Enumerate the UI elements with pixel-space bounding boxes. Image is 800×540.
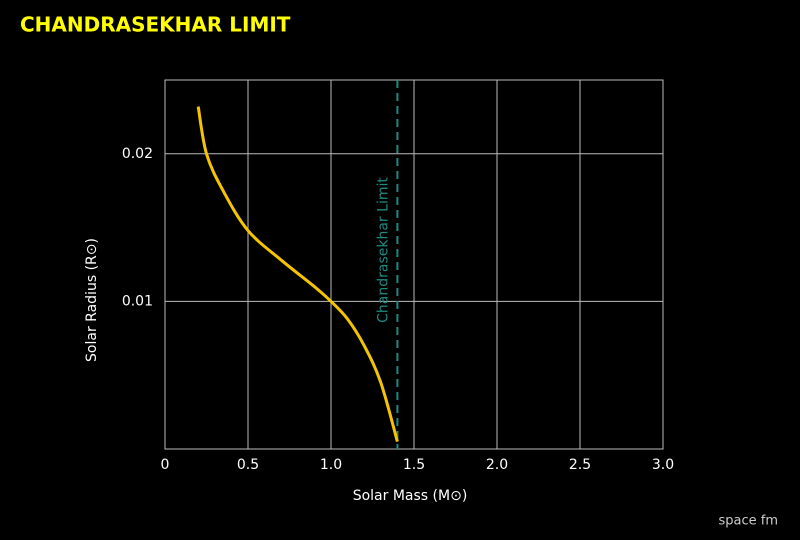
x-axis-label: Solar Mass (M⊙)	[353, 488, 468, 504]
data-line	[196, 106, 399, 443]
x-tick-label: 1.5	[403, 457, 425, 473]
y-axis-label: Solar Radius (R⊙)	[84, 238, 100, 362]
x-tick-label: 2.5	[569, 457, 591, 473]
x-tick-label: 2.0	[486, 457, 508, 473]
y-tick-label: 0.01	[122, 293, 153, 309]
x-tick-label: 0	[161, 457, 170, 473]
chart-title: CHANDRASEKHAR LIMIT	[20, 13, 291, 37]
x-tick-label: 3.0	[652, 457, 674, 473]
limit-label: Chandrasekhar Limit	[375, 177, 391, 323]
x-tick-label: 1.0	[320, 457, 342, 473]
x-tick-label: 0.5	[237, 457, 259, 473]
plot-frame	[164, 79, 664, 450]
y-tick-label: 0.02	[122, 146, 153, 162]
brand: space fm	[718, 514, 778, 529]
